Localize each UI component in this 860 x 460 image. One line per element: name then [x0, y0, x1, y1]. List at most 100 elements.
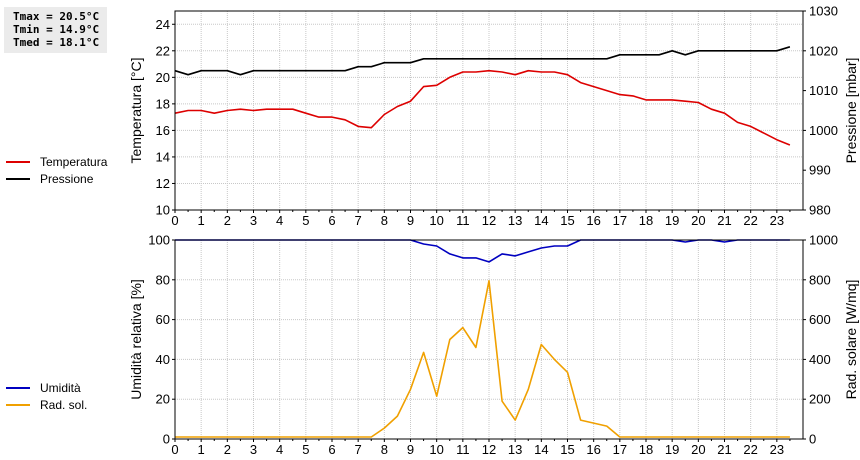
y-tick-label-hum: 40 — [156, 352, 170, 367]
x-tick-label-hum: 8 — [381, 442, 388, 457]
plot-frame-hum — [174, 239, 804, 440]
x-tick-label-hum: 11 — [456, 442, 470, 457]
tmed-label: Tmed = 18.1°C — [13, 36, 100, 49]
x-tick-label-hum: 1 — [198, 442, 205, 457]
y-axis-label-hum: Umidità relativa [%] — [128, 279, 144, 400]
legend-top: Temperatura Pressione — [6, 153, 107, 187]
x-tick-label-hum: 3 — [250, 442, 257, 457]
y-tick-label-hum: 60 — [156, 312, 170, 327]
y-tick-label-hum: 80 — [156, 272, 170, 287]
x-tick-label-temp: 23 — [770, 213, 784, 228]
x-tick-label-hum: 12 — [482, 442, 496, 457]
x-tick-label-hum: 16 — [586, 442, 600, 457]
x-tick-label-temp: 15 — [560, 213, 574, 228]
y-tick-label-hum: 100 — [148, 233, 170, 248]
x-tick-label-hum: 10 — [429, 442, 443, 457]
series-line-hum-1 — [175, 279, 790, 438]
tmax-label: Tmax = 20.5°C — [13, 10, 100, 23]
x-tick-label-hum: 9 — [407, 442, 414, 457]
y-tick-label-temp: 24 — [156, 17, 170, 32]
plot-area-temp — [175, 11, 803, 210]
plot-frame-temp — [174, 10, 804, 211]
x-tick-label-temp: 3 — [250, 213, 257, 228]
x-tick-label-temp: 2 — [224, 213, 231, 228]
x-tick-label-hum: 0 — [171, 442, 178, 457]
y2-tick-label-temp: 980 — [809, 203, 831, 218]
stats-box: Tmax = 20.5°C Tmin = 14.9°C Tmed = 18.1°… — [4, 7, 107, 53]
x-tick-label-temp: 0 — [171, 213, 178, 228]
y-tick-label-temp: 18 — [156, 96, 170, 111]
legend-swatch-temperatura — [6, 160, 30, 163]
x-tick-label-temp: 22 — [743, 213, 757, 228]
x-tick-label-hum: 15 — [560, 442, 574, 457]
x-tick-label-hum: 13 — [508, 442, 522, 457]
y2-tick-label-hum: 400 — [809, 352, 831, 367]
x-tick-label-temp: 7 — [355, 213, 362, 228]
x-tick-label-hum: 19 — [665, 442, 679, 457]
y2-tick-label-hum: 200 — [809, 392, 831, 407]
x-tick-label-temp: 18 — [639, 213, 653, 228]
x-tick-label-hum: 5 — [302, 442, 309, 457]
legend-item-temperatura: Temperatura — [6, 153, 107, 170]
y2-tick-label-hum: 800 — [809, 272, 831, 287]
y2-tick-label-temp: 990 — [809, 163, 831, 178]
legend-swatch-umidita — [6, 386, 30, 389]
x-tick-label-temp: 4 — [276, 213, 283, 228]
x-tick-label-temp: 10 — [429, 213, 443, 228]
y2-tick-label-temp: 1030 — [809, 4, 838, 19]
y-tick-label-temp: 12 — [156, 176, 170, 191]
y-tick-label-temp: 20 — [156, 70, 170, 85]
x-tick-label-hum: 20 — [691, 442, 705, 457]
y-tick-label-temp: 14 — [156, 149, 170, 164]
x-tick-label-hum: 23 — [770, 442, 784, 457]
y-tick-label-temp: 22 — [156, 43, 170, 58]
y-tick-label-temp: 10 — [156, 203, 170, 218]
x-tick-label-hum: 21 — [717, 442, 731, 457]
legend-label-pressione: Pressione — [40, 171, 94, 186]
x-tick-label-hum: 4 — [276, 442, 283, 457]
x-tick-label-hum: 22 — [743, 442, 757, 457]
x-tick-label-hum: 2 — [224, 442, 231, 457]
x-tick-label-temp: 19 — [665, 213, 679, 228]
y2-tick-label-temp: 1000 — [809, 123, 838, 138]
x-tick-label-temp: 9 — [407, 213, 414, 228]
x-tick-label-temp: 5 — [302, 213, 309, 228]
y-tick-label-hum: 0 — [163, 432, 170, 447]
legend-label-rad-sol: Rad. sol. — [40, 397, 88, 412]
y2-axis-label-temp: Pressione [mbar] — [843, 58, 859, 164]
x-tick-label-hum: 7 — [355, 442, 362, 457]
x-tick-label-temp: 20 — [691, 213, 705, 228]
x-tick-label-hum: 18 — [639, 442, 653, 457]
tmin-label: Tmin = 14.9°C — [13, 23, 100, 36]
legend-item-umidita: Umidità — [6, 379, 87, 396]
y2-tick-label-hum: 1000 — [809, 233, 838, 248]
y2-axis-label-hum: Rad. solare [W/mq] — [843, 280, 859, 400]
x-tick-label-hum: 6 — [328, 442, 335, 457]
y2-tick-label-hum: 600 — [809, 312, 831, 327]
y-tick-label-temp: 16 — [156, 123, 170, 138]
y2-tick-label-temp: 1020 — [809, 43, 838, 58]
x-tick-label-temp: 8 — [381, 213, 388, 228]
legend-swatch-rad-sol — [6, 403, 30, 406]
x-tick-label-temp: 1 — [198, 213, 205, 228]
x-tick-label-temp: 21 — [717, 213, 731, 228]
legend-swatch-pressione — [6, 177, 30, 180]
x-tick-label-temp: 14 — [534, 213, 548, 228]
x-tick-label-temp: 17 — [613, 213, 627, 228]
legend-label-umidita: Umidità — [40, 380, 81, 395]
y-tick-label-hum: 20 — [156, 392, 170, 407]
y-axis-label-temp: Temperatura [°C] — [128, 58, 144, 164]
x-tick-label-temp: 13 — [508, 213, 522, 228]
x-tick-label-temp: 12 — [482, 213, 496, 228]
x-tick-label-temp: 6 — [328, 213, 335, 228]
legend-label-temperatura: Temperatura — [40, 154, 108, 169]
x-tick-label-temp: 11 — [456, 213, 470, 228]
y2-tick-label-hum: 0 — [809, 432, 816, 447]
x-tick-label-hum: 17 — [613, 442, 627, 457]
series-line-temp-0 — [174, 69, 791, 146]
x-tick-label-hum: 14 — [534, 442, 548, 457]
plot-area-hum — [175, 240, 803, 439]
legend-bottom: Umidità Rad. sol. — [6, 379, 87, 413]
y2-tick-label-temp: 1010 — [809, 83, 838, 98]
x-tick-label-temp: 16 — [586, 213, 600, 228]
